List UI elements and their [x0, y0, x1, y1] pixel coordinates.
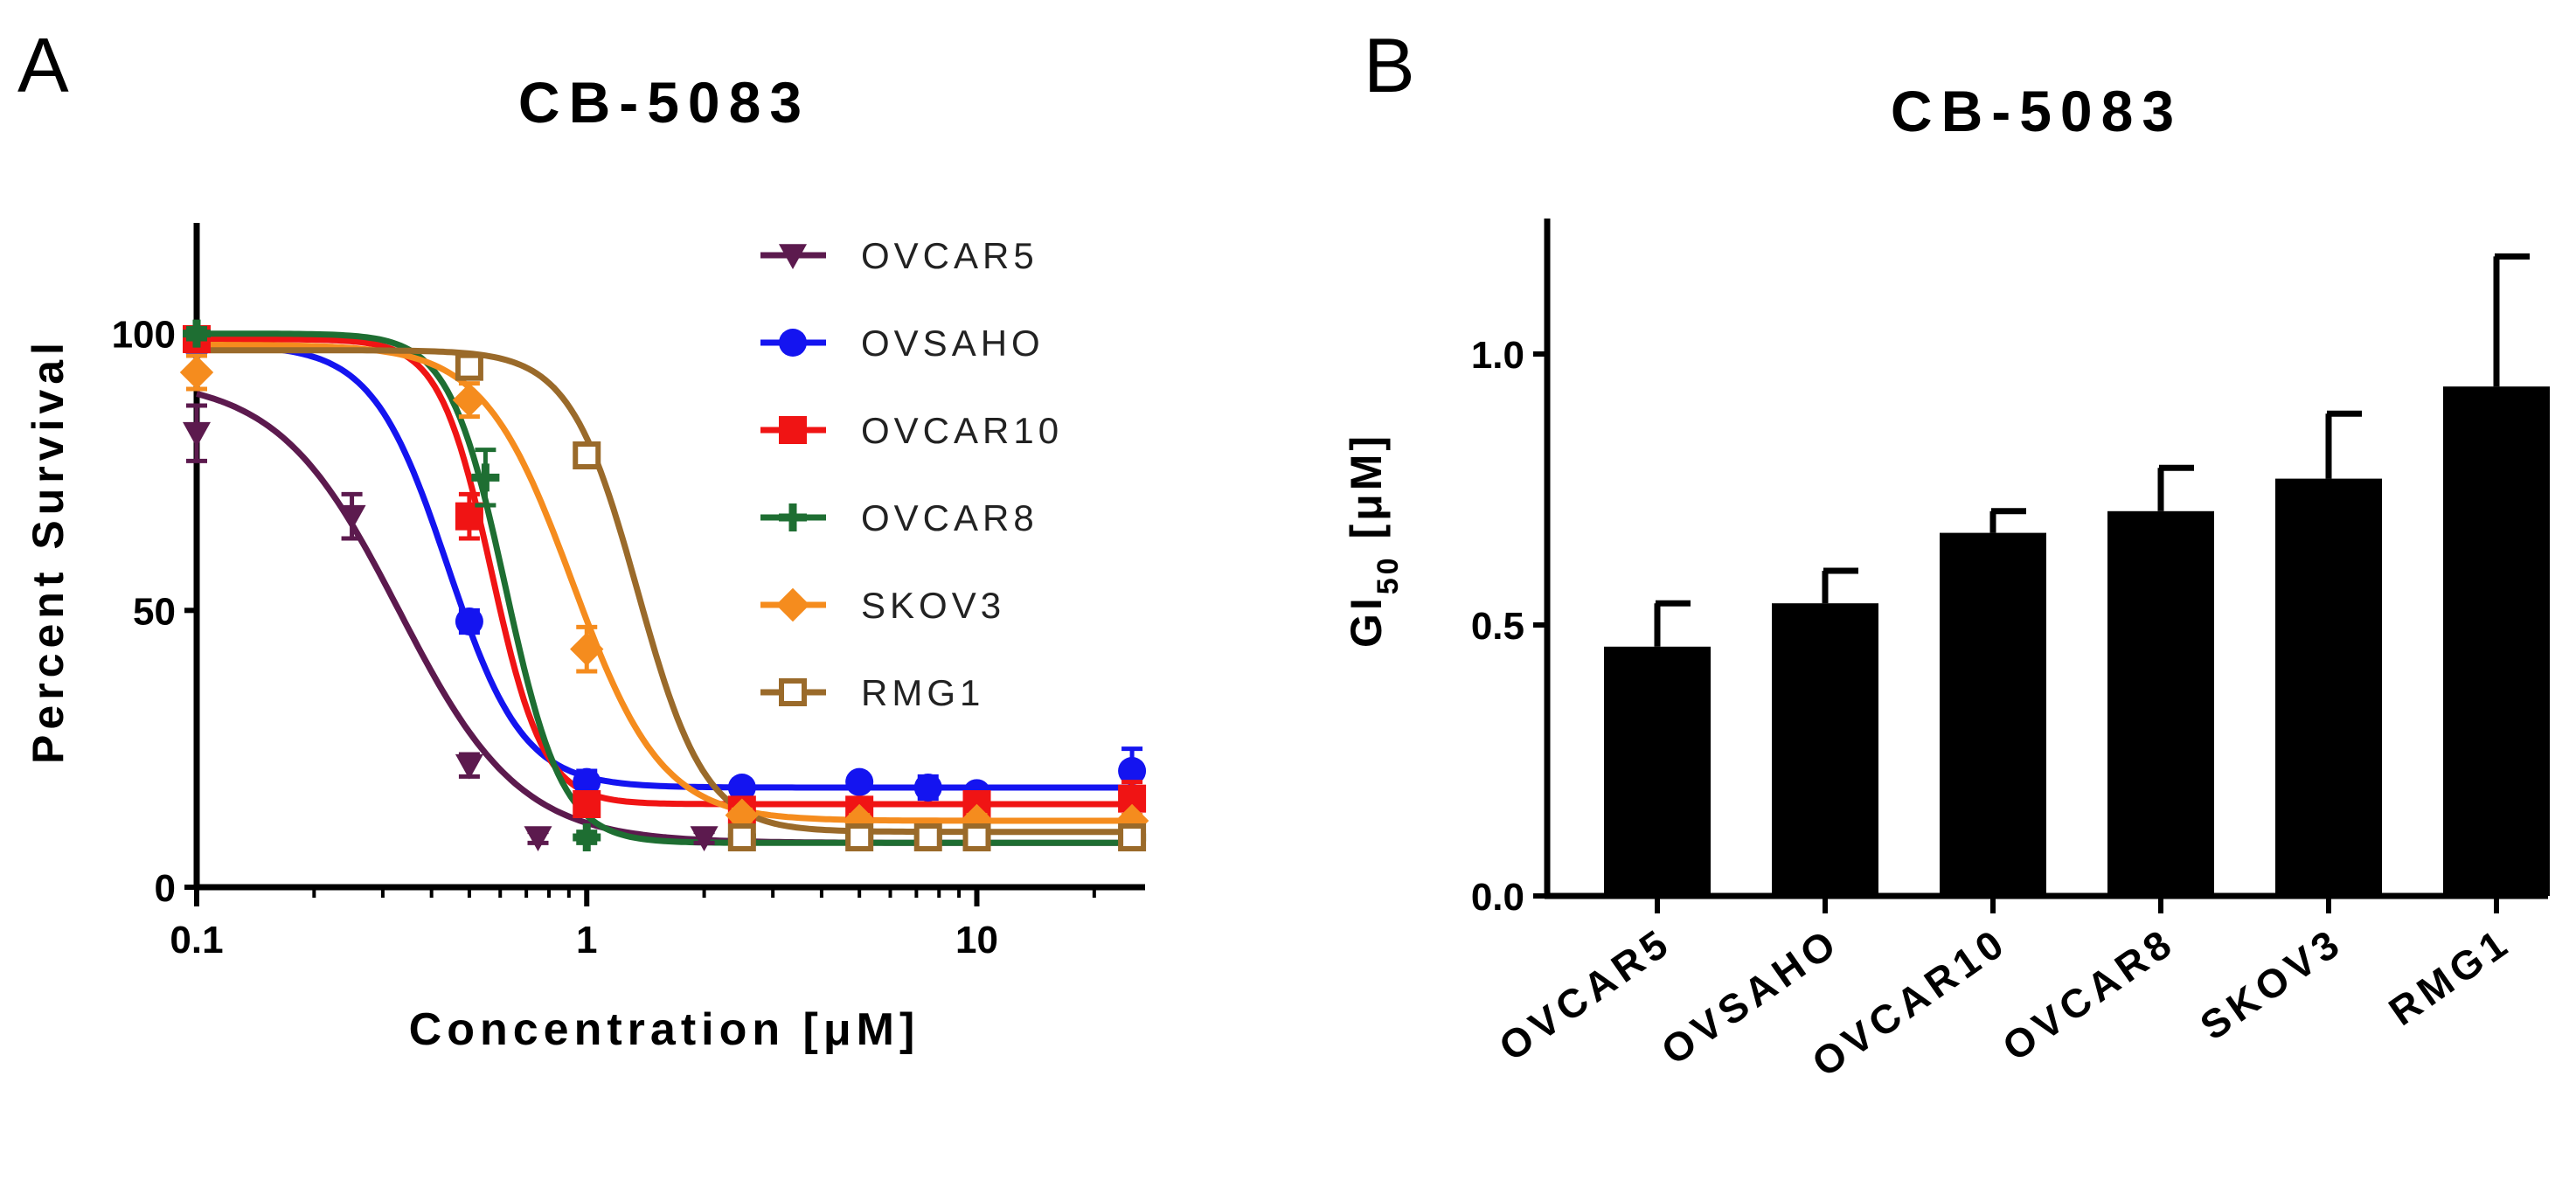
- category-label-ovcar8: OVCAR8: [1994, 919, 2183, 1070]
- data-point-ovsaho: [1118, 757, 1147, 785]
- category-label-skov3: SKOV3: [2192, 919, 2351, 1049]
- legend-item-rmg1: RMG1: [760, 672, 984, 713]
- data-point-ovsaho: [573, 767, 601, 796]
- legend-marker-ovcar5: [779, 244, 807, 269]
- panel-label-a: A: [17, 22, 69, 108]
- data-point-rmg1: [573, 441, 601, 469]
- legend-label-ovcar10: OVCAR10: [861, 410, 1063, 451]
- category-label-ovcar5: OVCAR5: [1490, 919, 1679, 1070]
- chart-a-ytick-label: 0: [155, 867, 176, 910]
- legend-marker-skov3: [775, 587, 810, 622]
- data-point-ovsaho: [845, 767, 874, 796]
- data-point-ovsaho: [913, 774, 942, 802]
- chart-b-ytick-label: 0.0: [1471, 876, 1524, 919]
- legend-item-skov3: SKOV3: [760, 585, 1005, 626]
- legend-label-ovcar8: OVCAR8: [861, 497, 1038, 538]
- data-point-ovcar8: [471, 463, 500, 492]
- chart-a-ytick-label: 100: [112, 314, 176, 357]
- chart-a-ytick-label: 50: [133, 590, 176, 633]
- chart-a-ylabel: Percent Survival: [24, 337, 73, 764]
- data-point-ovsaho: [727, 774, 756, 802]
- chart-a-title: CB-5083: [518, 70, 810, 135]
- data-point-rmg1: [455, 352, 483, 381]
- data-point-skov3: [570, 632, 604, 666]
- legend-item-ovcar8: OVCAR8: [760, 497, 1038, 538]
- legend-label-rmg1: RMG1: [861, 672, 984, 713]
- chart-b: CB-5083 GI50 [μM] 0.00.51.0 OVCAR5OVSAHO…: [1342, 79, 2550, 1086]
- chart-a-xlabel: Concentration [μM]: [409, 1004, 920, 1055]
- data-point-ovcar8: [573, 823, 601, 851]
- legend-item-ovcar5: OVCAR5: [760, 235, 1038, 276]
- bar-ovcar5: [1604, 646, 1711, 896]
- data-point-ovcar8: [183, 319, 211, 348]
- legend-item-ovcar10: OVCAR10: [760, 410, 1063, 451]
- chart-b-title: CB-5083: [1891, 79, 2183, 143]
- bar-skov3: [2275, 478, 2382, 896]
- chart-b-ytick-label: 0.5: [1471, 605, 1524, 648]
- data-point-skov3: [452, 383, 487, 417]
- chart-b-ylabel: GI50 [μM]: [1342, 433, 1405, 648]
- chart-a-xtick-label: 10: [955, 919, 998, 961]
- data-point-rmg1: [845, 823, 874, 851]
- data-point-rmg1: [913, 823, 942, 851]
- data-point-ovcar5: [455, 753, 483, 780]
- data-point-ovcar5: [183, 421, 211, 448]
- fit-curve-ovcar10: [197, 336, 1133, 808]
- category-label-rmg1: RMG1: [2380, 919, 2518, 1035]
- chart-a-xtick-label: 0.1: [170, 919, 223, 961]
- chart-a: CB-5083 Percent Survival Concentration […: [24, 70, 1149, 1055]
- panel-label-b: B: [1364, 22, 1415, 108]
- legend-label-skov3: SKOV3: [861, 585, 1005, 626]
- legend-marker-ovsaho: [779, 329, 807, 357]
- bar-ovsaho: [1772, 603, 1878, 896]
- data-point-ovcar5: [690, 826, 719, 851]
- data-point-ovcar5: [337, 504, 366, 531]
- chart-b-ylabel-sub: 50: [1371, 554, 1405, 594]
- chart-a-xtick-label: 1: [576, 919, 597, 961]
- legend-marker-ovcar10: [779, 416, 807, 444]
- chart-b-ylabel-unit: [μM]: [1342, 433, 1391, 554]
- bar-ovcar10: [1940, 532, 2046, 896]
- data-point-rmg1: [962, 823, 991, 851]
- data-point-rmg1: [727, 823, 756, 851]
- bar-ovcar8: [2107, 510, 2214, 896]
- legend-marker-rmg1: [779, 678, 807, 706]
- chart-b-ylabel-main: GI: [1342, 594, 1391, 648]
- legend-marker-ovcar8: [779, 503, 807, 531]
- data-point-ovcar10: [573, 790, 601, 818]
- data-point-skov3: [179, 355, 214, 390]
- legend-item-ovsaho: OVSAHO: [760, 323, 1045, 364]
- legend-label-ovcar5: OVCAR5: [861, 235, 1038, 276]
- legend-label-ovsaho: OVSAHO: [861, 323, 1045, 364]
- data-point-rmg1: [1118, 823, 1147, 851]
- bar-rmg1: [2443, 386, 2550, 896]
- data-point-ovcar5: [524, 826, 552, 851]
- data-point-ovsaho: [455, 607, 483, 635]
- chart-b-ytick-label: 1.0: [1471, 334, 1524, 377]
